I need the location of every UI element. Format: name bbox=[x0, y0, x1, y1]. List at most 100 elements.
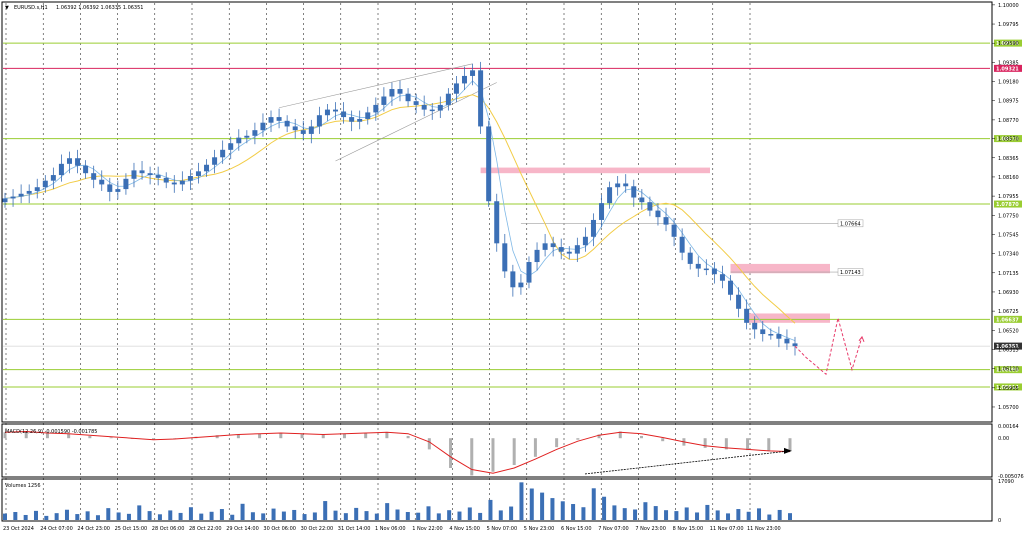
candle-body[interactable] bbox=[752, 322, 758, 330]
candle-body[interactable] bbox=[2, 198, 8, 203]
candle-body[interactable] bbox=[357, 118, 363, 122]
candle-body[interactable] bbox=[58, 163, 64, 176]
candle-body[interactable] bbox=[373, 104, 379, 113]
candle-body[interactable] bbox=[341, 111, 347, 118]
candle-body[interactable] bbox=[131, 170, 137, 179]
candle-body[interactable] bbox=[582, 236, 588, 246]
candle-body[interactable] bbox=[429, 109, 435, 112]
candle-body[interactable] bbox=[139, 170, 145, 174]
candle-body[interactable] bbox=[42, 180, 48, 188]
candle-body[interactable] bbox=[10, 196, 16, 199]
candle-body[interactable] bbox=[333, 109, 339, 112]
candle-body[interactable] bbox=[405, 93, 411, 102]
candle-body[interactable] bbox=[349, 117, 355, 122]
candle-body[interactable] bbox=[26, 190, 32, 194]
candle-body[interactable] bbox=[115, 189, 121, 192]
candle-body[interactable] bbox=[792, 343, 798, 347]
candle-body[interactable] bbox=[534, 249, 540, 263]
candle-body[interactable] bbox=[647, 202, 653, 211]
candle-body[interactable] bbox=[526, 262, 532, 283]
candle-body[interactable] bbox=[679, 236, 685, 253]
candle-body[interactable] bbox=[75, 158, 81, 166]
candle-body[interactable] bbox=[768, 334, 774, 336]
candle-body[interactable] bbox=[316, 115, 322, 127]
candle-body[interactable] bbox=[518, 282, 524, 288]
macd-pane[interactable] bbox=[1, 423, 993, 478]
candle-body[interactable] bbox=[728, 280, 734, 295]
candle-body[interactable] bbox=[437, 104, 443, 111]
candle-body[interactable] bbox=[566, 251, 572, 254]
candle-body[interactable] bbox=[453, 83, 459, 94]
candle-body[interactable] bbox=[107, 184, 113, 192]
candle-body[interactable] bbox=[445, 93, 451, 105]
candle-body[interactable] bbox=[736, 294, 742, 309]
candle-body[interactable] bbox=[607, 187, 613, 204]
candle-body[interactable] bbox=[220, 149, 226, 158]
candle-body[interactable] bbox=[284, 120, 290, 127]
candle-body[interactable] bbox=[486, 126, 492, 202]
candle-body[interactable] bbox=[703, 268, 709, 271]
candle-body[interactable] bbox=[711, 268, 717, 275]
candle-body[interactable] bbox=[663, 217, 669, 225]
candle-body[interactable] bbox=[695, 263, 701, 269]
candle-body[interactable] bbox=[365, 112, 371, 119]
candle-body[interactable] bbox=[687, 252, 693, 264]
candle-body[interactable] bbox=[66, 158, 72, 164]
candle-body[interactable] bbox=[147, 173, 153, 176]
candle-body[interactable] bbox=[212, 157, 218, 165]
candle-body[interactable] bbox=[187, 175, 193, 181]
candle-body[interactable] bbox=[171, 182, 177, 185]
candle-body[interactable] bbox=[276, 117, 282, 121]
candle-body[interactable] bbox=[542, 243, 548, 250]
candle-body[interactable] bbox=[50, 175, 56, 181]
candle-body[interactable] bbox=[671, 224, 677, 237]
candle-body[interactable] bbox=[252, 130, 258, 136]
candle-body[interactable] bbox=[623, 183, 629, 187]
candle-body[interactable] bbox=[244, 135, 250, 138]
candle-body[interactable] bbox=[494, 201, 500, 244]
candle-body[interactable] bbox=[260, 122, 266, 131]
candle-body[interactable] bbox=[655, 210, 661, 218]
candle-body[interactable] bbox=[99, 179, 105, 185]
candle-body[interactable] bbox=[776, 334, 782, 339]
candle-body[interactable] bbox=[397, 89, 403, 94]
candle-body[interactable] bbox=[179, 180, 185, 185]
candle-body[interactable] bbox=[300, 130, 306, 134]
candle-body[interactable] bbox=[784, 338, 790, 344]
candle-body[interactable] bbox=[550, 243, 556, 248]
candle-body[interactable] bbox=[502, 243, 508, 272]
symbol-menu-icon[interactable]: ▼ bbox=[5, 5, 9, 11]
candle-body[interactable] bbox=[195, 171, 201, 176]
candle-body[interactable] bbox=[292, 126, 298, 131]
candle-body[interactable] bbox=[324, 109, 330, 116]
candle-body[interactable] bbox=[268, 117, 274, 123]
candle-body[interactable] bbox=[615, 183, 621, 188]
candle-body[interactable] bbox=[308, 126, 314, 134]
candle-body[interactable] bbox=[123, 178, 129, 190]
candle-body[interactable] bbox=[18, 193, 24, 197]
candle-body[interactable] bbox=[421, 104, 427, 110]
candle-body[interactable] bbox=[470, 70, 476, 76]
candle-body[interactable] bbox=[590, 219, 596, 237]
candle-body[interactable] bbox=[91, 173, 97, 180]
candle-body[interactable] bbox=[461, 75, 467, 84]
candle-body[interactable] bbox=[381, 96, 387, 105]
candle-body[interactable] bbox=[574, 245, 580, 254]
candle-body[interactable] bbox=[236, 137, 242, 144]
candle-body[interactable] bbox=[34, 187, 40, 191]
volume-pane[interactable] bbox=[1, 478, 993, 522]
candle-body[interactable] bbox=[558, 247, 564, 252]
candle-body[interactable] bbox=[639, 197, 645, 203]
candle-body[interactable] bbox=[389, 89, 395, 97]
candle-body[interactable] bbox=[744, 308, 750, 323]
candle-body[interactable] bbox=[204, 164, 210, 172]
candle-body[interactable] bbox=[83, 165, 89, 174]
candle-body[interactable] bbox=[760, 329, 766, 335]
candle-body[interactable] bbox=[163, 177, 169, 183]
candle-body[interactable] bbox=[228, 143, 234, 150]
candle-body[interactable] bbox=[413, 101, 419, 105]
candle-body[interactable] bbox=[510, 271, 516, 288]
candle-body[interactable] bbox=[155, 175, 161, 178]
